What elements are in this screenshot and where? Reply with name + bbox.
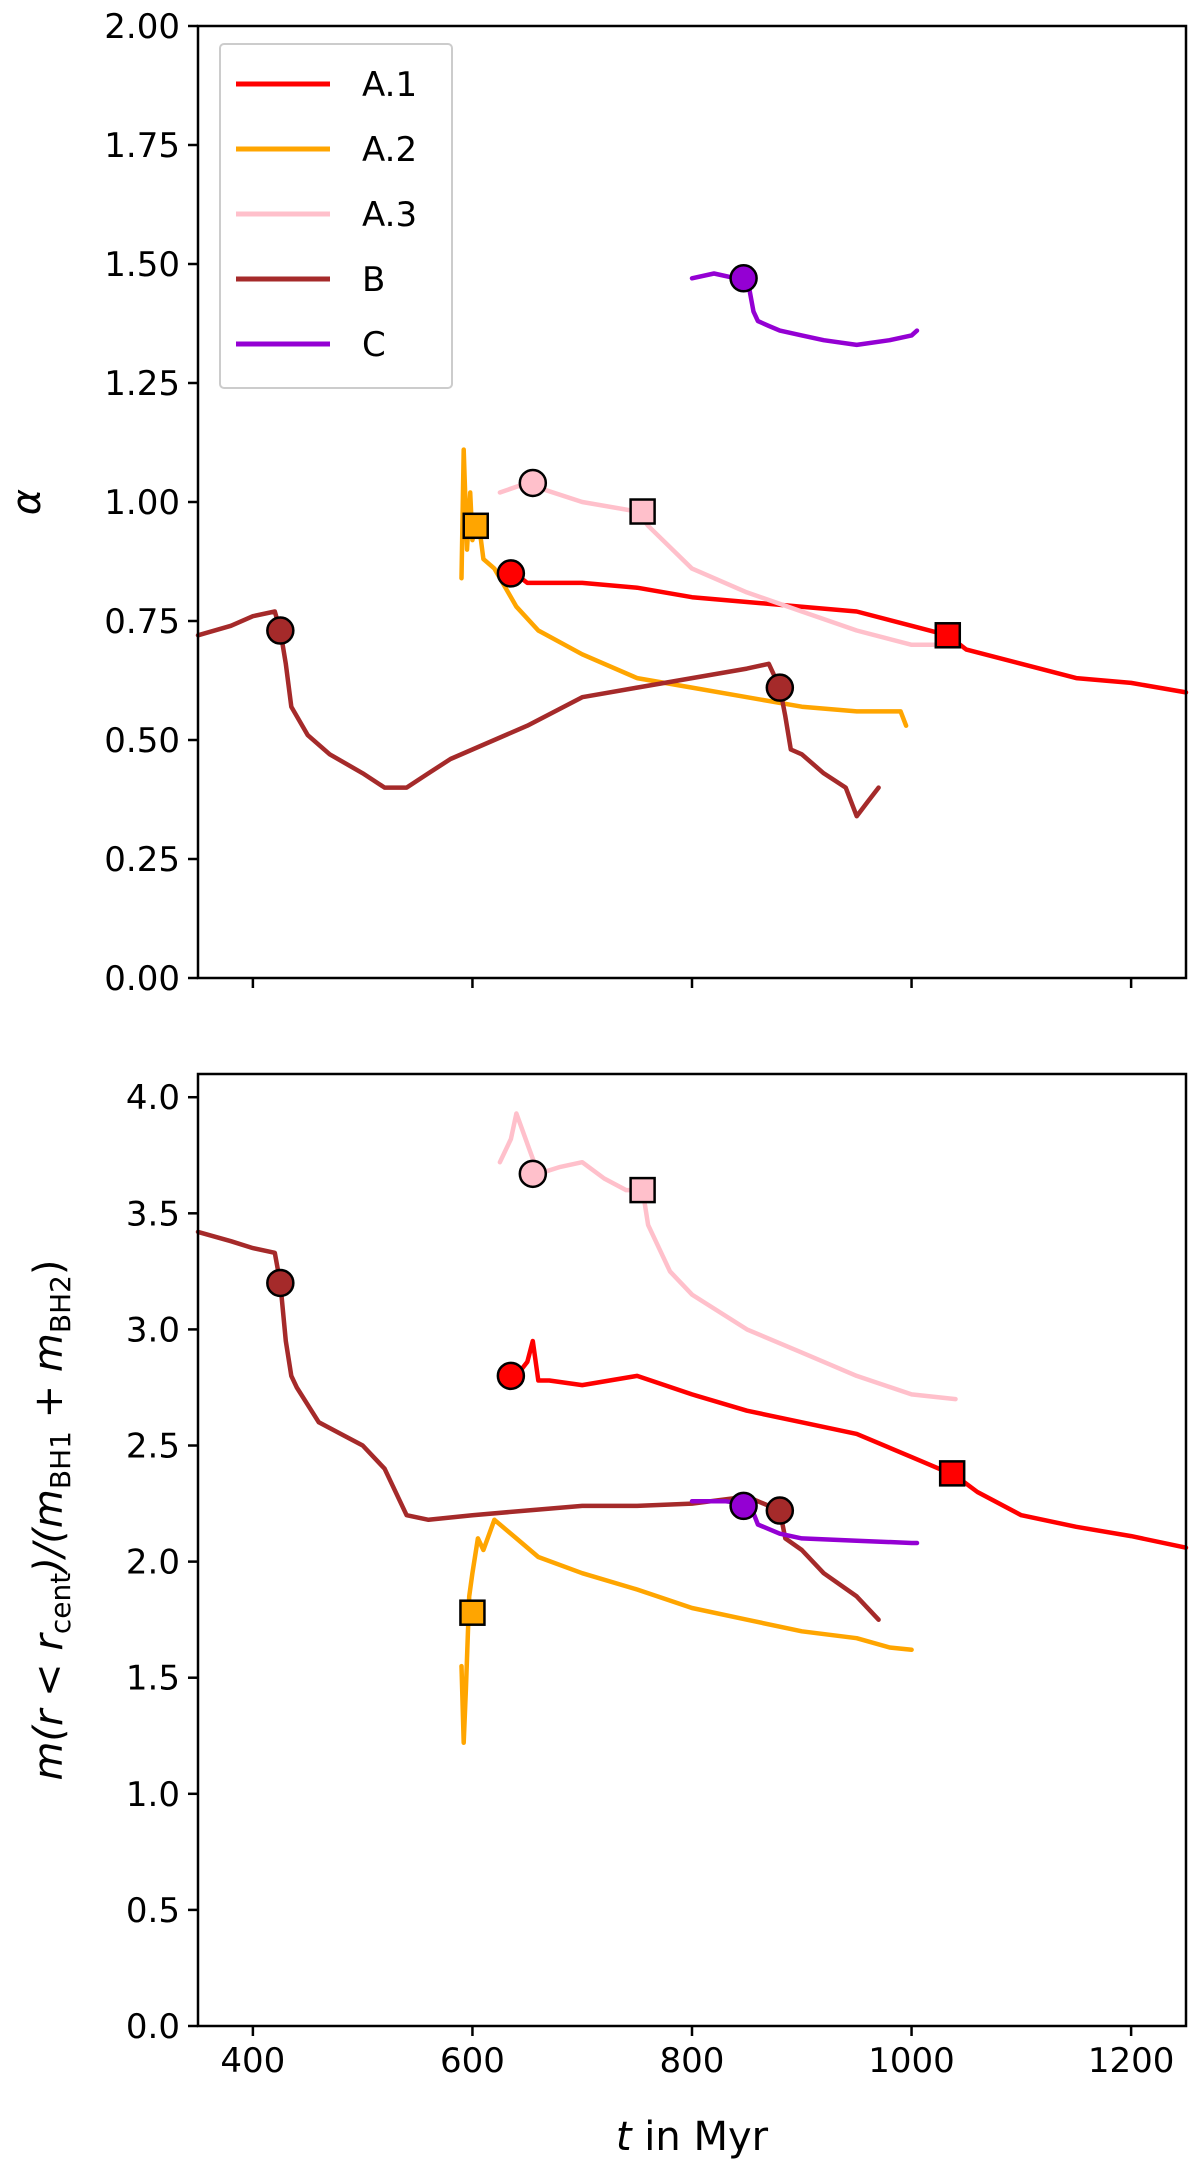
mass-ratio-marker-circle-a-1-0 (496, 1361, 526, 1391)
alpha-marker-circle-b-0 (266, 616, 295, 645)
alpha-y-tick-label: 1.75 (104, 126, 180, 166)
legend-label-b: B (362, 260, 385, 300)
mass-ratio-y-tick-label: 0.5 (126, 1891, 180, 1931)
mass-ratio-x-tick-label: 400 (220, 2041, 285, 2081)
mass-ratio-marker-circle-b-1 (765, 1496, 795, 1525)
alpha-y-tick-label: 2.00 (104, 7, 180, 47)
mass-ratio-y-tick-label: 3.0 (126, 1310, 180, 1350)
legend-label-a-1: A.1 (362, 65, 417, 105)
mass-ratio-marker-circle-a-3-0 (518, 1159, 548, 1189)
mass-ratio-marker-circle-b-0 (266, 1268, 295, 1298)
alpha-y-tick-label: 0.75 (104, 602, 180, 642)
alpha-y-tick-label: 0.00 (104, 959, 180, 999)
alpha-marker-circle-b-1 (765, 673, 795, 702)
alpha-marker-square-a-2-0 (462, 512, 489, 540)
legend-label-c: C (362, 325, 386, 365)
alpha-y-tick-label: 1.50 (104, 245, 180, 285)
alpha-markers-group (266, 264, 962, 702)
alpha-y-tick-label: 0.25 (104, 840, 180, 880)
mass-ratio-y-tick-label: 2.0 (126, 1543, 180, 1583)
alpha-marker-square-a-3-1 (629, 498, 656, 525)
mass-ratio-x-ticks: 400 600 800 1000 1200 (220, 2026, 1174, 2081)
mass-ratio-x-tick-label: 1000 (868, 2041, 955, 2081)
legend-items: A.1 A.2 A.3 BC (236, 65, 417, 365)
mass-ratio-series-a-1 (506, 1338, 1189, 1550)
mass-ratio-y-tick-label: 3.5 (126, 1194, 180, 1234)
alpha-y-tick-label: 1.00 (104, 483, 180, 523)
alpha-y-ticks: 0.00 0.25 0.50 0.75 1.00 1.25 1.50 1.75 2.00 (104, 7, 198, 999)
mass-ratio-x-tick-label: 1200 (1088, 2041, 1175, 2081)
alpha-y-axis-label: α (4, 489, 50, 515)
mass-ratio-panel: 400 600 800 1000 1200 0.0 0.5 1.0 1.5 2.0 2.5 3.0 3… (26, 1072, 1189, 2160)
mass-ratio-y-tick-label: 1.5 (126, 1659, 180, 1699)
legend-label-a-2: A.2 (362, 130, 417, 170)
alpha-series-a-2 (459, 447, 909, 728)
mass-ratio-x-tick-label: 800 (660, 2041, 725, 2081)
mass-ratio-x-tick-label: 600 (440, 2041, 505, 2081)
alpha-series-b (195, 609, 881, 819)
mass-ratio-y-ticks: 0.0 0.5 1.0 1.5 2.0 2.5 3.0 3.5 4.0 (126, 1078, 198, 2047)
mass-ratio-y-tick-label: 0.0 (126, 2007, 180, 2047)
mass-ratio-y-tick-label: 2.5 (126, 1427, 180, 1467)
legend-box (219, 43, 453, 389)
alpha-y-tick-label: 1.25 (104, 364, 180, 404)
mass-ratio-marker-circle-c-0 (729, 1491, 758, 1521)
alpha-marker-circle-c-0 (729, 264, 758, 293)
alpha-y-tick-label: 0.50 (104, 721, 180, 761)
mass-ratio-y-tick-label: 1.0 (126, 1775, 180, 1815)
alpha-x-ticks (251, 978, 1133, 988)
alpha-panel: 0.00 0.25 0.50 0.75 1.00 1.25 1.50 1.75 2.00 α A… (4, 7, 1189, 999)
legend: A.1 A.2 A.3 BC (219, 43, 453, 389)
mass-ratio-marker-square-a-3-1 (629, 1176, 656, 1204)
x-axis-label: t in Myr (616, 2114, 769, 2160)
mass-ratio-y-axis-label: m(r < rcent)/(mBH1 + mBH2) (26, 1259, 77, 1780)
mass-ratio-y-tick-label: 4.0 (126, 1078, 180, 1118)
alpha-marker-circle-a-3-0 (518, 468, 548, 498)
mass-ratio-marker-square-a-1-1 (938, 1460, 966, 1487)
legend-label-a-3: A.3 (362, 195, 417, 235)
mass-ratio-marker-square-a-2-0 (459, 1599, 486, 1626)
alpha-marker-circle-a-1-0 (496, 559, 526, 588)
alpha-marker-square-a-1-1 (934, 622, 962, 649)
mass-ratio-markers-group (266, 1159, 966, 1626)
alpha-series-a-1 (506, 566, 1189, 695)
